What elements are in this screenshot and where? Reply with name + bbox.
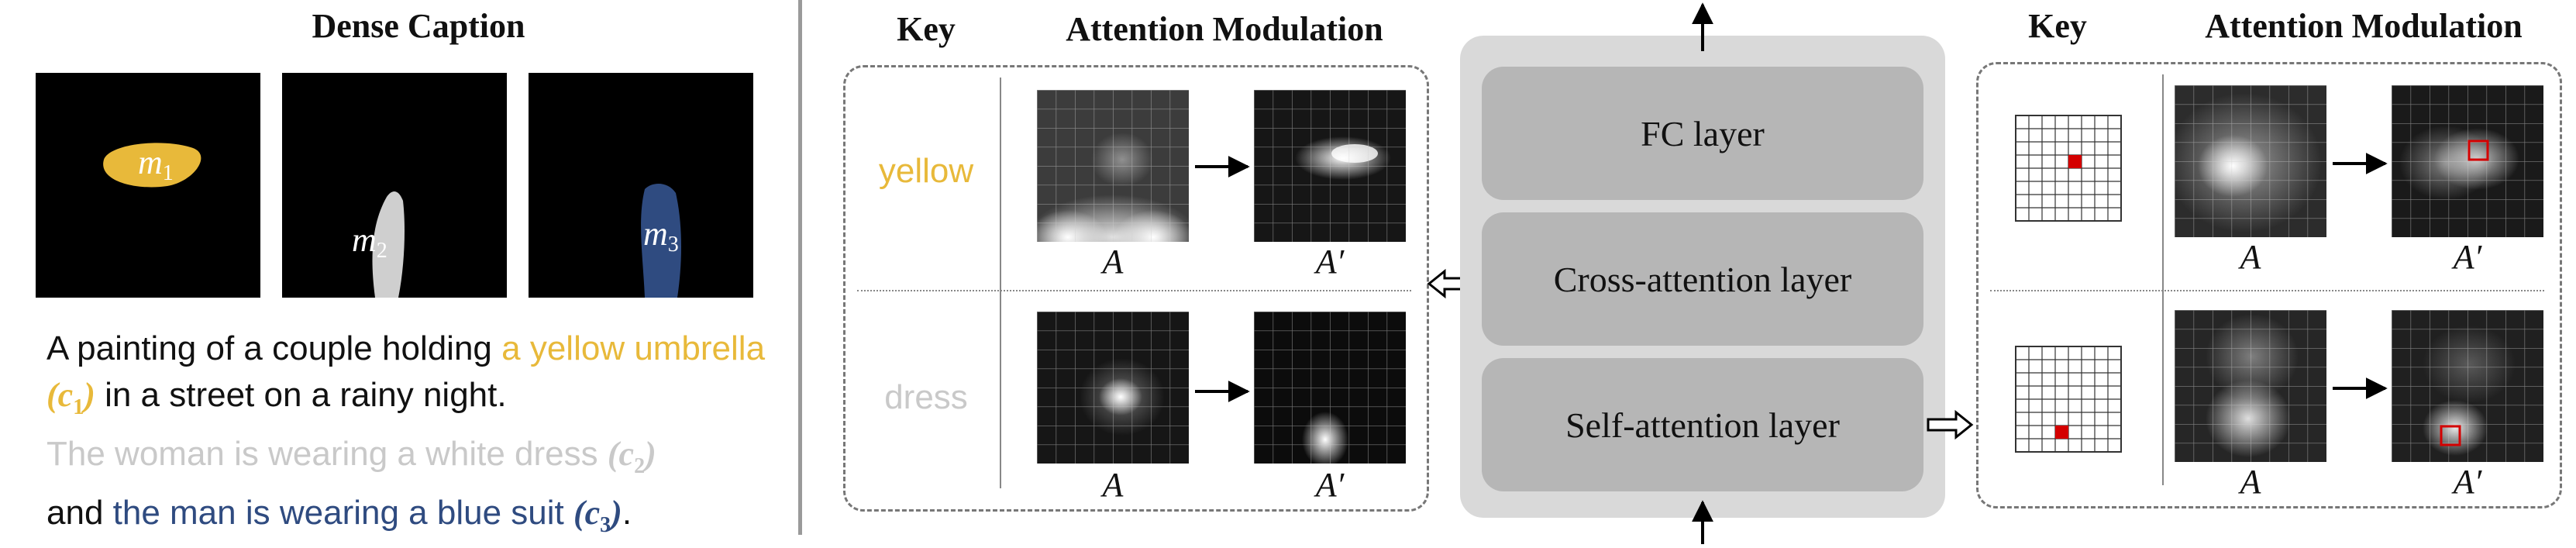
cross-attention-layer: Cross-attention layer	[1482, 212, 1923, 346]
mask-3-label: m3	[643, 215, 679, 257]
attention-map-yellow-original	[1037, 90, 1189, 242]
dense-caption-title: Dense Caption	[312, 7, 525, 45]
mask-2: m2	[282, 73, 507, 298]
label-a-self-bottom: A	[2240, 463, 2261, 501]
label-a-prime-self-top: A′	[2453, 238, 2482, 276]
query-cell-bottom	[2055, 426, 2068, 439]
right-row-divider	[1990, 290, 2544, 291]
middle-vertical-divider	[1000, 78, 1001, 488]
attention-map-self-bottom-original	[2175, 310, 2326, 462]
label-a-self-top: A	[2240, 238, 2261, 276]
arrow-yellow	[1195, 156, 1250, 177]
attention-map-dress-original	[1037, 312, 1189, 464]
attention-map-dress-modulated	[1254, 312, 1406, 464]
arrow-self-bottom	[2333, 377, 2388, 399]
middle-attention-box	[843, 65, 1429, 512]
label-a-yellow: A	[1102, 243, 1124, 281]
arrow-dress	[1195, 381, 1250, 402]
right-attention-header: Attention Modulation	[2205, 7, 2523, 45]
mask-1: m1	[36, 73, 260, 298]
panel-separator	[798, 0, 802, 535]
attention-map-self-bottom-modulated	[2392, 310, 2543, 462]
key-grid-top	[2015, 115, 2122, 222]
label-a-dress: A	[1102, 466, 1124, 504]
mask-3: m3	[529, 73, 753, 298]
dense-caption-text: A painting of a couple holding a yellow …	[46, 329, 766, 537]
output-arrow	[1692, 2, 1713, 51]
key-grid-bottom	[2015, 346, 2122, 453]
fc-layer: FC layer	[1482, 67, 1923, 200]
key-yellow: yellow	[878, 152, 974, 190]
middle-attention-header: Attention Modulation	[1066, 10, 1383, 48]
arrow-self-top	[2333, 153, 2388, 174]
label-a-prime-yellow: A′	[1315, 243, 1345, 281]
attention-map-self-top-original	[2175, 85, 2326, 237]
middle-row-divider	[857, 290, 1411, 291]
key-dress: dress	[884, 378, 968, 416]
attention-map-yellow-modulated	[1254, 90, 1406, 242]
attention-map-self-top-modulated	[2392, 85, 2543, 237]
self-attention-layer: Self-attention layer	[1482, 358, 1923, 491]
label-a-prime-self-bottom: A′	[2453, 463, 2482, 501]
right-vertical-divider	[2162, 74, 2164, 485]
middle-key-header: Key	[897, 10, 956, 48]
right-attention-box	[1976, 62, 2562, 508]
hollow-arrow-to-self-attention	[1927, 409, 1974, 440]
input-arrow	[1692, 500, 1713, 544]
right-key-header: Key	[2028, 7, 2087, 45]
query-cell-top	[2068, 155, 2082, 168]
label-a-prime-dress: A′	[1315, 466, 1345, 504]
